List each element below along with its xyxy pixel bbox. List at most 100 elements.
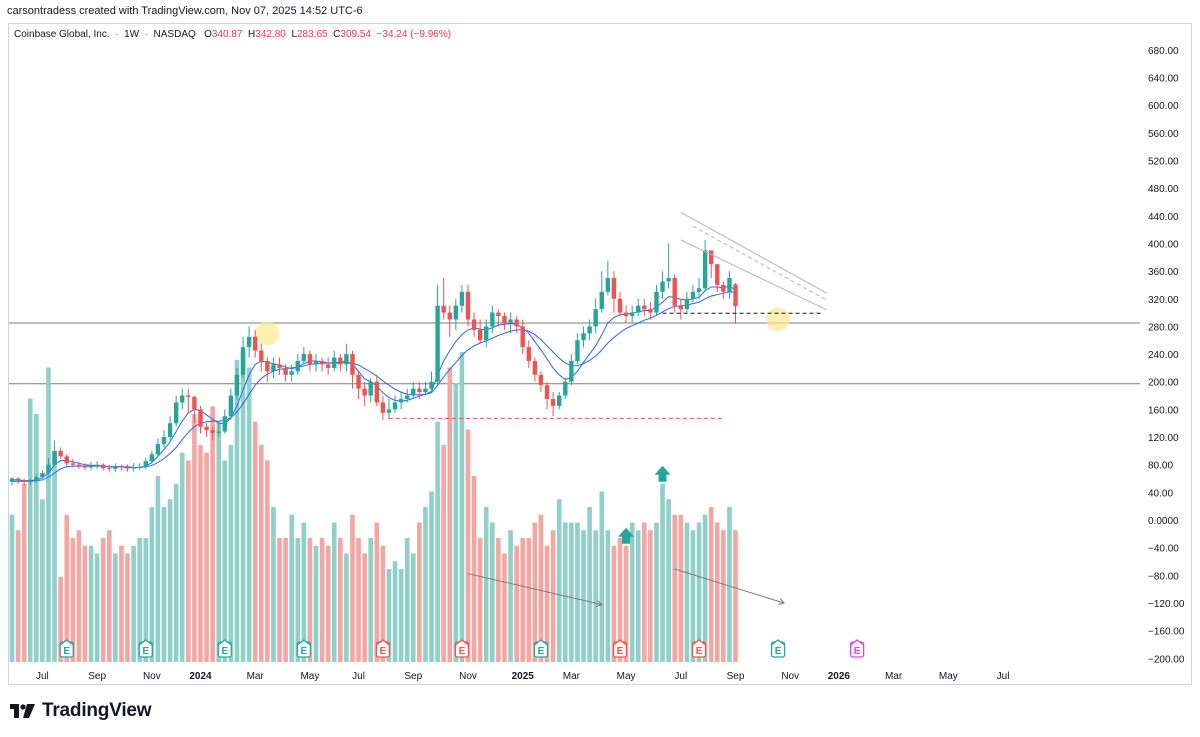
volume-bar	[575, 522, 580, 662]
candle	[392, 395, 398, 413]
candle-body	[9, 478, 15, 482]
candle-body	[636, 305, 641, 313]
y-axis-tick-label: 40.00	[1148, 488, 1173, 499]
y-axis-tick-label: −160.00	[1148, 627, 1185, 638]
volume-bar	[629, 522, 635, 662]
volume-bar	[538, 514, 544, 662]
earnings-marker-icon[interactable]: E	[454, 639, 470, 658]
legend-separator: ·	[112, 29, 122, 40]
candle	[259, 343, 264, 372]
volume-bar	[52, 452, 57, 662]
candle	[289, 364, 294, 382]
y-axis-tick-label: 440.00	[1148, 212, 1179, 223]
candle	[477, 319, 483, 344]
volume-bar	[453, 383, 459, 662]
candle	[563, 378, 568, 400]
earnings-marker-icon[interactable]: E	[770, 639, 786, 658]
interval-label[interactable]: 1W	[124, 29, 140, 40]
volume-bar	[149, 507, 155, 662]
candle-body	[15, 478, 21, 480]
candle	[325, 357, 331, 375]
candle	[660, 271, 665, 299]
volume-bar	[70, 538, 76, 662]
candle-body	[76, 464, 82, 467]
candle-body	[429, 381, 434, 389]
candle-body	[216, 431, 221, 433]
candle-body	[617, 298, 623, 313]
y-axis-tick-label: 680.00	[1148, 46, 1179, 57]
earnings-marker-icon[interactable]: E	[612, 639, 628, 658]
candle-body	[721, 284, 726, 292]
candle-body	[204, 426, 209, 431]
y-axis-tick-label: −80.00	[1148, 571, 1179, 582]
legend-separator: ·	[141, 29, 151, 40]
volume-bar	[283, 538, 288, 662]
channel-trendline	[692, 225, 827, 301]
earnings-marker-label: E	[775, 646, 782, 657]
candle-body	[447, 312, 452, 320]
earnings-marker-label: E	[854, 646, 861, 657]
candle-body	[234, 374, 240, 396]
y-axis-tick-label: 480.00	[1148, 184, 1179, 195]
volume-bar	[593, 530, 598, 662]
candle	[64, 454, 69, 467]
candle-body	[338, 357, 343, 365]
candle-body	[386, 409, 392, 413]
volume-bar	[417, 522, 422, 662]
low-value: 283.65	[297, 29, 328, 40]
earnings-marker-icon[interactable]: E	[59, 639, 74, 658]
earnings-marker-icon[interactable]: E	[138, 639, 153, 658]
volume-bar	[702, 514, 708, 662]
candle	[532, 357, 538, 382]
change-value: −34.24 (−9.96%)	[376, 29, 452, 40]
y-axis-tick-label: 80.00	[1148, 461, 1173, 472]
arrow-shape	[618, 527, 635, 544]
candle	[101, 463, 106, 471]
tradingview-brand[interactable]: TradingView	[10, 700, 152, 722]
candle-body	[52, 450, 57, 465]
volume-bar	[34, 414, 39, 662]
earnings-marker-icon[interactable]: E	[296, 639, 311, 658]
earnings-marker-icon[interactable]: E	[533, 639, 549, 658]
candle-body	[648, 309, 653, 313]
candle-body	[313, 360, 319, 365]
candle	[417, 381, 422, 400]
candle-body	[417, 388, 422, 393]
candle-body	[477, 329, 483, 341]
volume-bar	[526, 538, 532, 662]
candle-body	[131, 467, 136, 469]
candle-body	[259, 350, 264, 361]
candle-body	[137, 466, 142, 468]
y-axis-tick-label: 560.00	[1148, 129, 1179, 140]
volume-bar	[301, 522, 307, 662]
volume-bar	[465, 429, 471, 662]
candle	[46, 457, 51, 476]
volume-bar	[234, 359, 240, 662]
volume-bar	[252, 421, 258, 662]
earnings-marker-icon[interactable]: E	[217, 639, 232, 658]
x-axis-tick-label: Nov	[459, 671, 477, 682]
x-axis-tick-label: Mar	[563, 671, 581, 682]
volume-bar	[435, 421, 440, 662]
candle	[453, 298, 459, 330]
candle-body	[508, 319, 513, 323]
volume-bar	[508, 530, 513, 662]
tradingview-logo-icon	[10, 704, 35, 718]
candle	[557, 392, 562, 410]
earnings-marker-icon[interactable]: E	[375, 639, 391, 658]
y-axis-tick-label: −40.00	[1148, 544, 1179, 555]
volume-bar	[520, 538, 526, 662]
candle-body	[289, 371, 294, 375]
x-axis-tick-label: Jul	[674, 671, 687, 682]
earnings-marker-icon[interactable]: E	[849, 639, 865, 658]
candle	[70, 459, 75, 468]
earnings-marker-cap	[771, 639, 785, 646]
candle	[405, 388, 410, 403]
candle-body	[484, 326, 489, 341]
candle	[629, 305, 635, 323]
volume-bar	[429, 491, 434, 662]
candle	[222, 409, 227, 434]
earnings-marker-icon[interactable]: E	[691, 639, 707, 658]
volume-bar	[289, 514, 294, 662]
